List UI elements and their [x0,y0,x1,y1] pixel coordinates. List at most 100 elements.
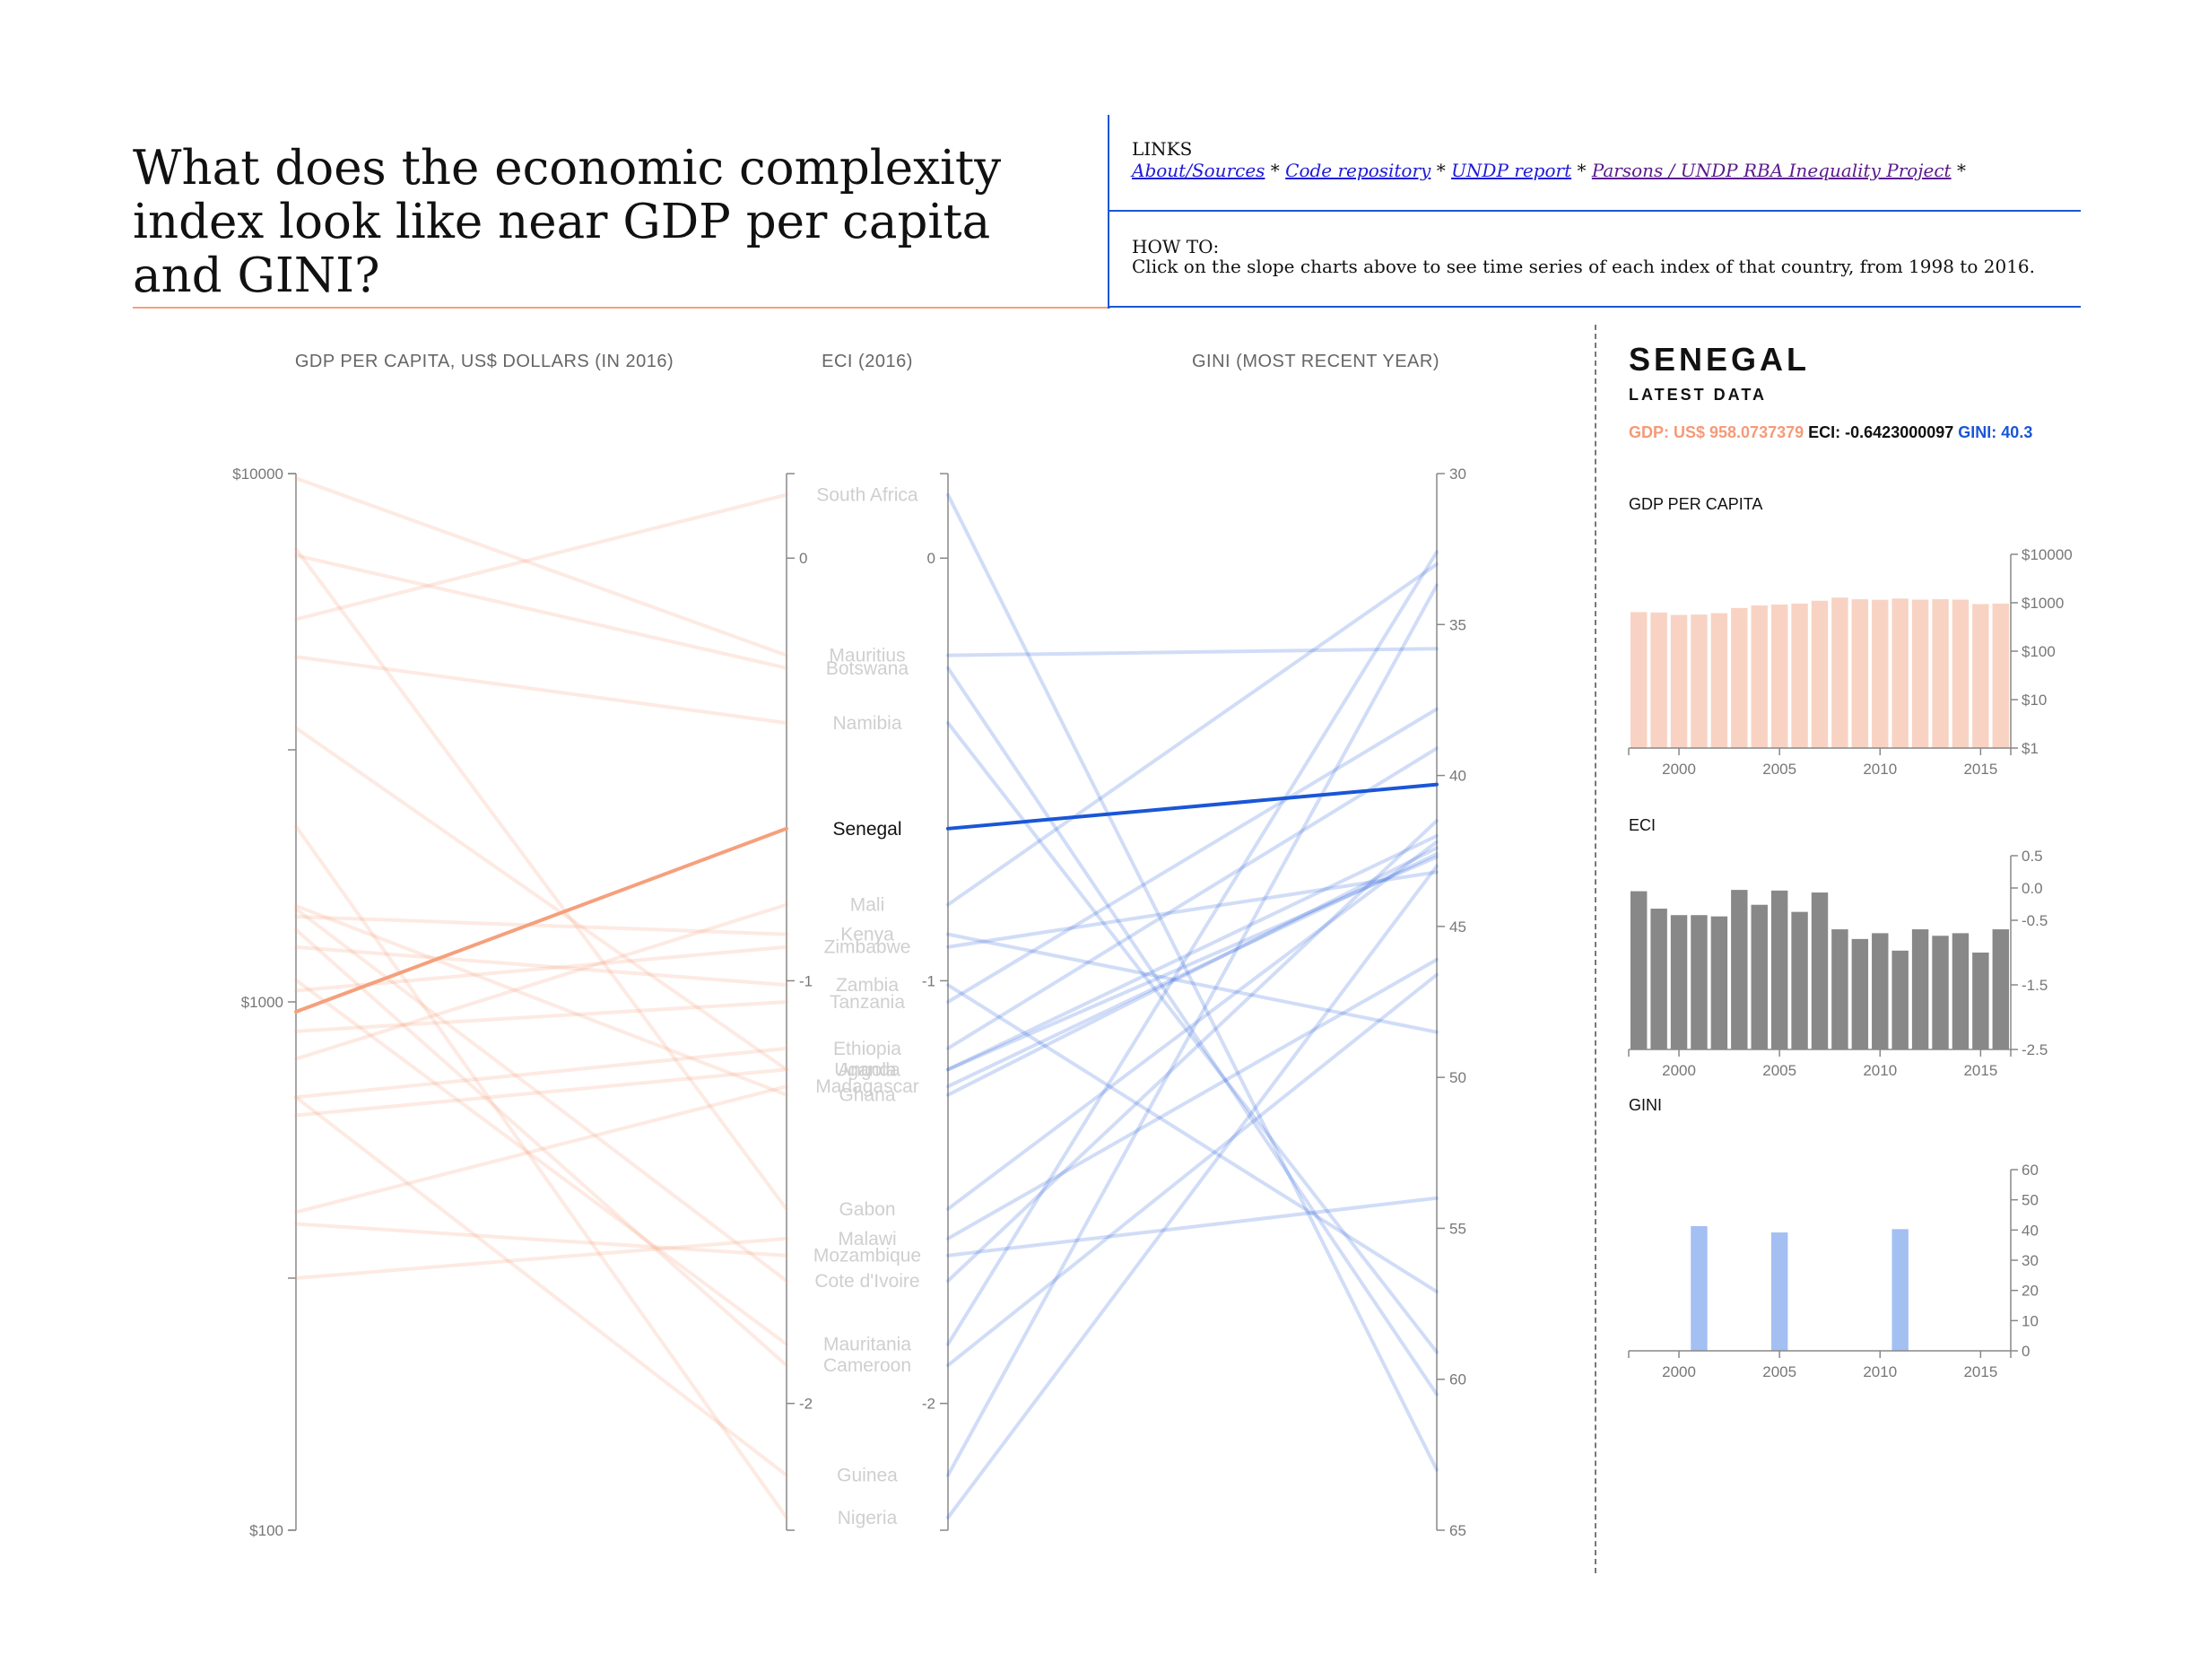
gdp-tick-label: $100 [249,1522,283,1539]
eci-panel-bar [1630,891,1648,1049]
country-label-uganda: Uganda [834,1059,900,1080]
eci-panel-bar [1872,933,1889,1049]
gdp-panel-bar [1630,612,1648,748]
latest-gdp-value: GDP: US$ 958.0737379 [1629,423,1804,441]
eci-panel-bar [1831,929,1848,1049]
eci-gini-line-madagascar [946,852,1439,1089]
eci-panel-bar [1811,892,1829,1049]
gdp-panel-y-tick-label: $10 [2022,692,2047,709]
info-divider-vertical [1108,115,1109,309]
gdp-panel-bar [1691,614,1708,748]
gdp-panel-title: GDP PER CAPITA [1629,495,1763,513]
eci-right-tick-label: 0 [927,550,935,567]
country-label-cote-d-ivoire: Cote d'Ivoire [814,1271,919,1292]
eci-gini-line-namibia [946,721,1439,1354]
eci-gini-line-mauritania [946,550,1439,1346]
country-label-namibia: Namibia [832,713,901,734]
latest-eci-value: ECI: -0.6423000097 [1808,423,1954,441]
page-title: What does the economic complexity index … [133,141,1002,303]
gdp-panel-bar [1911,599,1929,748]
country-label-ghana: Ghana [839,1085,895,1106]
eci-panel-bar [1932,936,1949,1049]
country-label-botswana: Botswana [826,658,909,679]
eci-panel-bar [1851,938,1869,1049]
gdp-eci-line-madagascar [294,1084,788,1214]
gini-tick-label: 40 [1449,768,1466,785]
gini-panel-y-tick-label: 20 [2022,1283,2039,1300]
eci-panel-bar [1751,904,1768,1049]
country-label-south-africa: South Africa [816,485,918,506]
gdp-eci-line-ghana [294,903,788,1097]
country-label-kenya: Kenya [840,925,894,945]
gdp-eci-line-kenya [294,914,788,936]
gini-tick-label: 55 [1449,1220,1466,1237]
gdp-panel-y-tick-label: $100 [2022,643,2056,660]
gini-panel-title: GINI [1629,1096,1663,1114]
eci-left-tick-label: -1 [799,972,813,989]
eci-gini-line-senegal [946,782,1439,831]
latest-gini-value: GINI: 40.3 [1958,423,2033,441]
gini-tick-label: 45 [1449,918,1466,936]
country-label-mozambique: Mozambique [813,1246,921,1267]
gini-panel-bar [1891,1229,1909,1351]
eci-panel-bar [1891,950,1909,1049]
gdp-eci-line-tanzania [294,1000,788,1033]
eci-panel-bar [1952,933,1970,1049]
eci-gini-line-ethiopia [946,746,1439,1050]
country-label-mali: Mali [850,895,885,916]
gdp-axis-title: GDP PER CAPITA, US$ DOLLARS (IN 2016) [295,352,674,371]
eci-panel-bar [1650,909,1667,1049]
gini-panel-bar [1770,1232,1788,1351]
eci-gini-line-guinea [946,583,1439,1477]
gdp-tick-label: $1000 [241,994,283,1011]
slope-chart[interactable]: GDP PER CAPITA, US$ DOLLARS (IN 2016) ECI… [0,0,1596,1680]
gini-panel-x-tick-label: 2010 [1863,1363,1897,1380]
eci-gini-line-uganda [946,833,1439,1072]
gdp-eci-line-nigeria [294,824,788,1519]
link-about-sources[interactable]: About/Sources [1132,160,1265,181]
eci-axis-title: ECI (2016) [822,352,913,371]
eci-panel-bar [1731,890,1748,1049]
eci-left-tick-label: 0 [799,550,807,567]
eci-panel-y-tick-label: -0.5 [2022,912,2048,929]
link-separator: * [1571,160,1592,181]
info-divider-1 [1108,210,2081,212]
gdp-panel-bar [1770,604,1788,748]
eci-gini-line-zimbabwe [946,870,1439,949]
gdp-eci-line-mozambique [294,1222,788,1258]
gdp-eci-line-guinea [294,1095,788,1477]
eci-panel-x-tick-label: 2010 [1863,1062,1897,1079]
latest-data-label: LATEST DATA [1629,386,1767,404]
gdp-panel-bar [1731,607,1748,748]
eci-gini-line-ghana [946,846,1439,1097]
howto-section: HOW TO: Click on the slope charts above … [1132,237,2074,276]
gdp-panel-bar [1992,603,2009,748]
gdp-eci-line-botswana [294,553,788,670]
gdp-panel-bar [1791,603,1808,748]
gdp-panel-x-tick-label: 2005 [1762,761,1796,778]
gdp-panel-bar [1710,613,1728,748]
link-undp-report[interactable]: UNDP report [1451,160,1572,181]
eci-panel-bar [1992,929,2009,1049]
eci-panel-bar [1770,890,1788,1049]
link-parsons-undp-project[interactable]: Parsons / UNDP RBA Inequality Project [1591,160,1952,181]
eci-gini-line-mozambique [946,1196,1439,1258]
links-section: LINKS About/Sources * Code repository * … [1132,138,2074,181]
gini-panel-y-tick-label: 60 [2022,1162,2039,1179]
gini-tick-label: 60 [1449,1371,1466,1388]
gdp-panel-x-tick-label: 2015 [1963,761,1997,778]
country-label-malawi: Malawi [838,1229,896,1249]
gdp-panel-x-tick-label: 2010 [1863,761,1897,778]
link-separator: * [1430,160,1452,181]
gdp-panel-bar [1972,604,1989,748]
link-code-repository[interactable]: Code repository [1285,160,1431,181]
eci-gini-line-angola [946,855,1439,1072]
gini-panel-y-tick-label: 10 [2022,1312,2039,1329]
gdp-eci-line-zimbabwe [294,944,788,993]
eci-panel-x-tick-label: 2000 [1662,1062,1696,1079]
links-list: About/Sources * Code repository * UNDP r… [1132,160,2074,181]
gdp-eci-line-angola [294,726,788,1072]
country-label-angola: Angola [838,1059,897,1080]
gdp-eci-line-cameroon [294,927,788,1368]
gdp-eci-line-namibia [294,655,788,726]
